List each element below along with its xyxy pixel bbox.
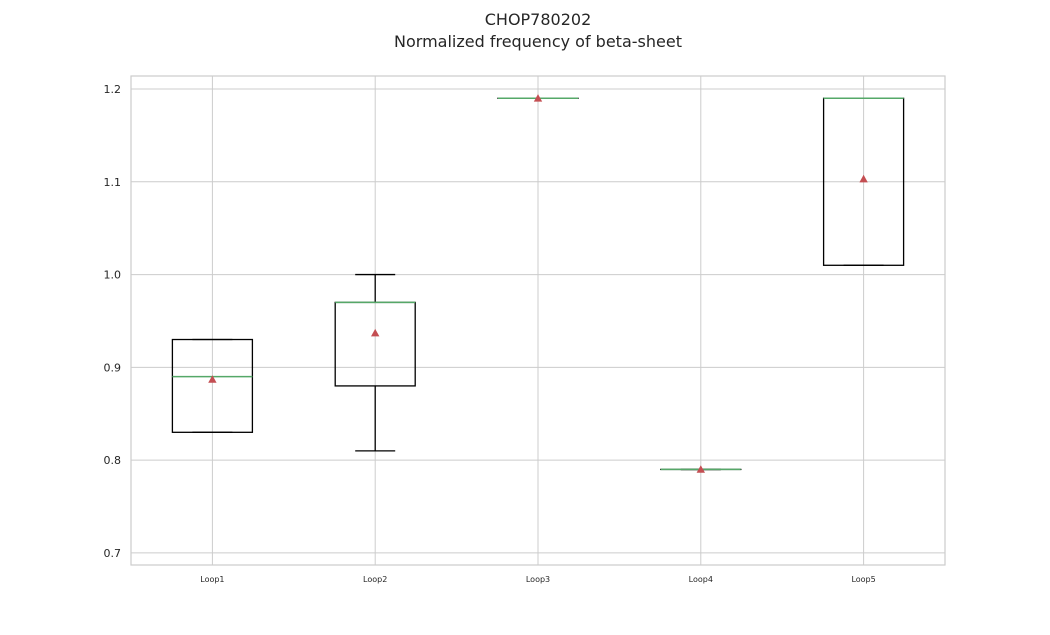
chart-subtitle: Normalized frequency of beta-sheet <box>394 32 682 51</box>
mean-marker <box>859 174 868 183</box>
x-tick-label: Loop5 <box>851 575 875 584</box>
mean-marker <box>208 375 217 383</box>
mean-marker <box>371 328 380 337</box>
y-tick-label: 1.1 <box>104 176 122 189</box>
x-tick-label: Loop3 <box>526 575 550 584</box>
plot-area: 0.7 0.8 0.9 1.0 1.1 1.2 Loop1 Loop2 Loop3 Loop4 Lo… <box>104 75 946 584</box>
x-tick-label: Loop4 <box>689 575 713 584</box>
y-tick-label: 0.7 <box>104 547 122 560</box>
y-tick-label: 0.8 <box>104 454 122 467</box>
x-tick-label: Loop2 <box>363 575 387 584</box>
plot-frame <box>130 75 946 566</box>
box-body <box>171 338 254 433</box>
y-tick-label: 1.2 <box>104 83 122 96</box>
y-tick-label: 1.0 <box>104 269 122 282</box>
y-tick-label: 0.9 <box>104 361 122 374</box>
mean-marker <box>696 465 705 473</box>
mean-marker <box>533 94 543 102</box>
x-tick-label: Loop1 <box>200 575 224 584</box>
chart-title: CHOP780202 <box>485 10 592 29</box>
